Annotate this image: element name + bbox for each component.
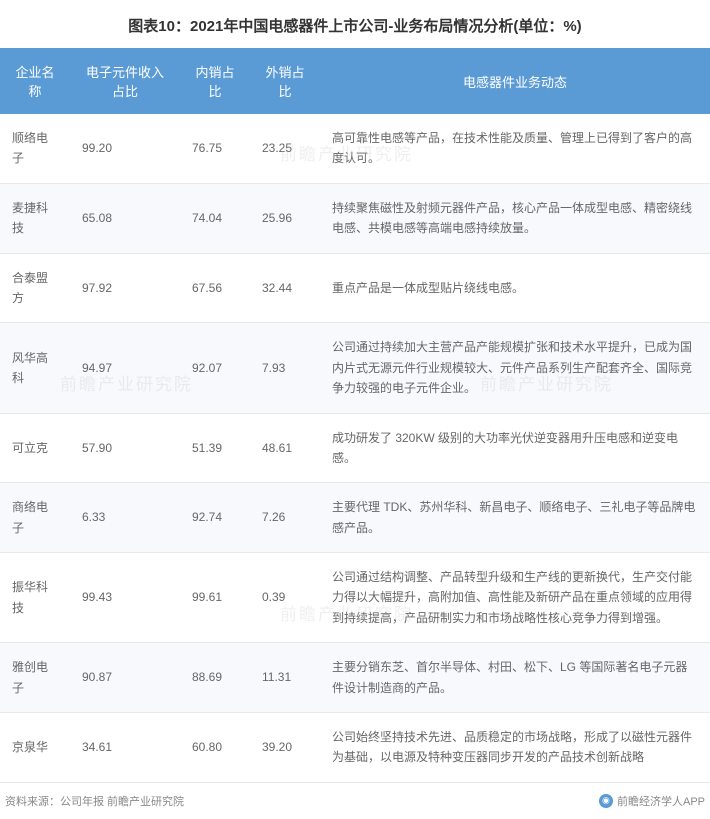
table-row: 可立克57.9051.3948.61成功研发了 320KW 级别的大功率光伏逆变…: [0, 413, 710, 483]
table-row: 雅创电子90.8788.6911.31主要分销东芝、首尔半导体、村田、松下、LG…: [0, 643, 710, 713]
cell-domestic-pct: 88.69: [180, 643, 250, 713]
cell-revenue-pct: 94.97: [70, 323, 180, 413]
table-row: 顺络电子99.2076.7523.25高可靠性电感等产品，在技术性能及质量、管理…: [0, 114, 710, 183]
cell-name: 可立克: [0, 413, 70, 483]
table-header-row: 企业名称 电子元件收入占比 内销占比 外销占比 电感器件业务动态: [0, 48, 710, 114]
footer: 资料来源：公司年报 前瞻产业研究院 ◉ 前瞻经济学人APP: [0, 783, 710, 819]
cell-revenue-pct: 57.90: [70, 413, 180, 483]
cell-domestic-pct: 67.56: [180, 253, 250, 323]
table-row: 振华科技99.4399.610.39公司通过结构调整、产品转型升级和生产线的更新…: [0, 553, 710, 643]
cell-revenue-pct: 90.87: [70, 643, 180, 713]
cell-domestic-pct: 92.07: [180, 323, 250, 413]
cell-domestic-pct: 51.39: [180, 413, 250, 483]
cell-description: 主要代理 TDK、苏州华科、新昌电子、顺络电子、三礼电子等品牌电感产品。: [320, 483, 710, 553]
cell-name: 商络电子: [0, 483, 70, 553]
cell-name: 顺络电子: [0, 114, 70, 183]
cell-domestic-pct: 74.04: [180, 183, 250, 253]
chart-title: 图表10：2021年中国电感器件上市公司-业务布局情况分析(单位：%): [0, 0, 710, 48]
cell-export-pct: 39.20: [250, 713, 320, 783]
cell-revenue-pct: 34.61: [70, 713, 180, 783]
cell-description: 公司始终坚持技术先进、品质稳定的市场战略，形成了以磁性元器件为基础，以电源及特种…: [320, 713, 710, 783]
cell-revenue-pct: 6.33: [70, 483, 180, 553]
footer-brand: ◉ 前瞻经济学人APP: [599, 793, 705, 809]
cell-description: 重点产品是一体成型贴片绕线电感。: [320, 253, 710, 323]
col-header-name: 企业名称: [0, 48, 70, 114]
cell-description: 高可靠性电感等产品，在技术性能及质量、管理上已得到了客户的高度认可。: [320, 114, 710, 183]
cell-description: 公司通过持续加大主营产品产能规模扩张和技术水平提升，已成为国内片式无源元件行业规…: [320, 323, 710, 413]
brand-icon: ◉: [599, 794, 613, 808]
table-container: 图表10：2021年中国电感器件上市公司-业务布局情况分析(单位：%) 企业名称…: [0, 0, 710, 819]
table-row: 麦捷科技65.0874.0425.96持续聚焦磁性及射频元器件产品，核心产品一体…: [0, 183, 710, 253]
cell-name: 京泉华: [0, 713, 70, 783]
cell-name: 雅创电子: [0, 643, 70, 713]
cell-revenue-pct: 97.92: [70, 253, 180, 323]
col-header-revenue: 电子元件收入占比: [70, 48, 180, 114]
col-header-desc: 电感器件业务动态: [320, 48, 710, 114]
cell-name: 振华科技: [0, 553, 70, 643]
cell-export-pct: 7.26: [250, 483, 320, 553]
cell-export-pct: 11.31: [250, 643, 320, 713]
table-row: 商络电子6.3392.747.26主要代理 TDK、苏州华科、新昌电子、顺络电子…: [0, 483, 710, 553]
cell-name: 风华高科: [0, 323, 70, 413]
cell-revenue-pct: 65.08: [70, 183, 180, 253]
col-header-export: 外销占比: [250, 48, 320, 114]
footer-brand-text: 前瞻经济学人APP: [617, 793, 705, 809]
cell-domestic-pct: 99.61: [180, 553, 250, 643]
cell-description: 公司通过结构调整、产品转型升级和生产线的更新换代，生产交付能力得以大幅提升，高附…: [320, 553, 710, 643]
cell-export-pct: 0.39: [250, 553, 320, 643]
col-header-domestic: 内销占比: [180, 48, 250, 114]
cell-revenue-pct: 99.43: [70, 553, 180, 643]
cell-description: 成功研发了 320KW 级别的大功率光伏逆变器用升压电感和逆变电感。: [320, 413, 710, 483]
cell-name: 合泰盟方: [0, 253, 70, 323]
cell-export-pct: 7.93: [250, 323, 320, 413]
table-row: 风华高科94.9792.077.93公司通过持续加大主营产品产能规模扩张和技术水…: [0, 323, 710, 413]
table-row: 合泰盟方97.9267.5632.44重点产品是一体成型贴片绕线电感。: [0, 253, 710, 323]
cell-name: 麦捷科技: [0, 183, 70, 253]
cell-domestic-pct: 60.80: [180, 713, 250, 783]
table-row: 京泉华34.6160.8039.20公司始终坚持技术先进、品质稳定的市场战略，形…: [0, 713, 710, 783]
footer-source: 资料来源：公司年报 前瞻产业研究院: [5, 793, 184, 809]
cell-export-pct: 48.61: [250, 413, 320, 483]
cell-description: 主要分销东芝、首尔半导体、村田、松下、LG 等国际著名电子元器件设计制造商的产品…: [320, 643, 710, 713]
data-table: 企业名称 电子元件收入占比 内销占比 外销占比 电感器件业务动态 顺络电子99.…: [0, 48, 710, 783]
cell-revenue-pct: 99.20: [70, 114, 180, 183]
cell-domestic-pct: 92.74: [180, 483, 250, 553]
cell-export-pct: 23.25: [250, 114, 320, 183]
cell-domestic-pct: 76.75: [180, 114, 250, 183]
cell-export-pct: 25.96: [250, 183, 320, 253]
cell-export-pct: 32.44: [250, 253, 320, 323]
cell-description: 持续聚焦磁性及射频元器件产品，核心产品一体成型电感、精密绕线电感、共模电感等高端…: [320, 183, 710, 253]
